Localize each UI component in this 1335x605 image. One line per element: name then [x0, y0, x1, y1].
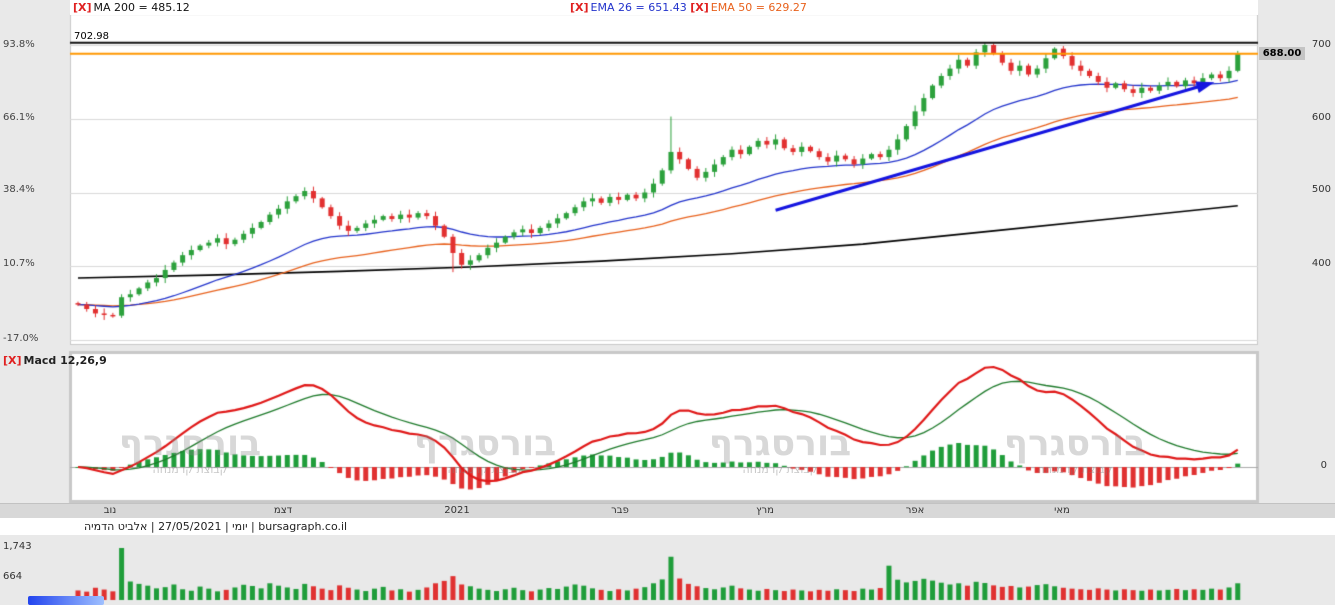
chart-info-text: יומי | 27/05/2021 | אלביט הדמיה | bursag… — [84, 520, 348, 533]
percent-axis-tick: 66.1% — [3, 112, 35, 123]
time-axis-tick: דצמ — [273, 505, 293, 516]
ma200-legend-label: MA 200 = 485.12 — [93, 1, 190, 14]
time-axis-tick: מרץ — [756, 505, 774, 516]
remove-ema26-button[interactable]: [X] — [570, 1, 589, 14]
macd-legend-label: Macd 12,26,9 — [23, 354, 107, 367]
chart-info-bar: יומי | 27/05/2021 | אלביט הדמיה | bursag… — [0, 518, 1335, 535]
time-axis-tick: אפר — [905, 505, 925, 516]
ma200-legend: [X] MA 200 = 485.12 — [73, 1, 190, 14]
percent-axis-tick: 38.4% — [3, 184, 35, 195]
percent-axis-tick: 93.8% — [3, 39, 35, 50]
indicator-legend-bar: [X] MA 200 = 485.12 [X] EMA 26 = 651.43 [X… — [70, 0, 1258, 15]
ema50-legend-label: EMA 50 = 629.27 — [710, 1, 807, 14]
remove-macd-button[interactable]: [X] — [3, 354, 22, 367]
ema26-legend-label: EMA 26 = 651.43 — [590, 1, 687, 14]
volume-axis-tick: 664 — [3, 571, 23, 582]
percent-axis-tick: -17.0% — [3, 333, 39, 344]
price-axis-tick: 400 — [1311, 258, 1331, 269]
price-axis-tick: 500 — [1311, 184, 1331, 195]
time-axis-tick: 2021 — [444, 505, 470, 516]
price-axis-tick: 600 — [1311, 112, 1331, 123]
percent-axis-tick: 10.7% — [3, 258, 35, 269]
ema-legends: [X] EMA 26 = 651.43 [X] EMA 50 = 629.27 — [570, 1, 807, 14]
zoom-slider[interactable] — [28, 596, 104, 605]
price-axis-tick: 700 — [1311, 39, 1331, 50]
remove-ema50-button[interactable]: [X] — [690, 1, 709, 14]
time-axis-tick: פבר — [611, 505, 629, 516]
time-axis: נוב דצמ 2021 פבר מרץ אפר מאי — [0, 503, 1335, 519]
time-axis-tick: מאי — [1054, 505, 1070, 516]
volume-axis-tick: 1,743 — [3, 541, 32, 552]
resistance-price-label: 702.98 — [74, 31, 109, 42]
remove-ma200-button[interactable]: [X] — [73, 1, 92, 14]
last-price-tag: 688.00 — [1259, 47, 1305, 60]
macd-zero-tick: 0 — [1320, 460, 1327, 471]
macd-legend: [X] Macd 12,26,9 — [3, 355, 107, 367]
time-axis-tick: נוב — [103, 505, 117, 516]
